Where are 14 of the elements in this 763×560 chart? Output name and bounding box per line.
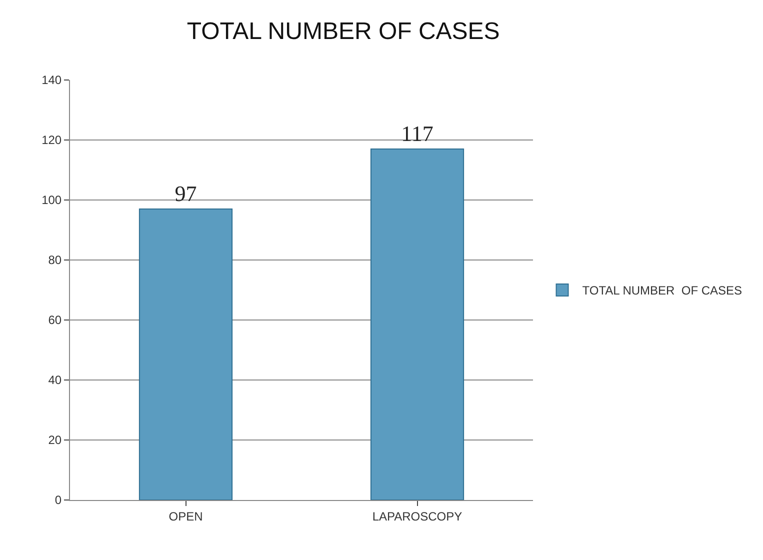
data-label: 97 [174,181,197,206]
y-tick-label: 20 [48,433,62,448]
legend-label: TOTAL NUMBER OF CASES [582,284,742,298]
y-tick-label: 40 [48,373,62,388]
y-tick-label: 120 [42,133,62,148]
y-tick-label: 100 [42,193,62,208]
y-tick-label: 80 [48,253,62,268]
x-tick-label: OPEN [168,509,203,524]
y-tick-label: 140 [42,73,62,88]
y-tick-label: 60 [48,313,62,328]
x-tick-label: LAPAROSCOPY [372,509,462,524]
chart-title: TOTAL NUMBER OF CASES [186,18,500,46]
y-tick-label: 0 [54,493,62,508]
data-label: 117 [401,121,434,146]
